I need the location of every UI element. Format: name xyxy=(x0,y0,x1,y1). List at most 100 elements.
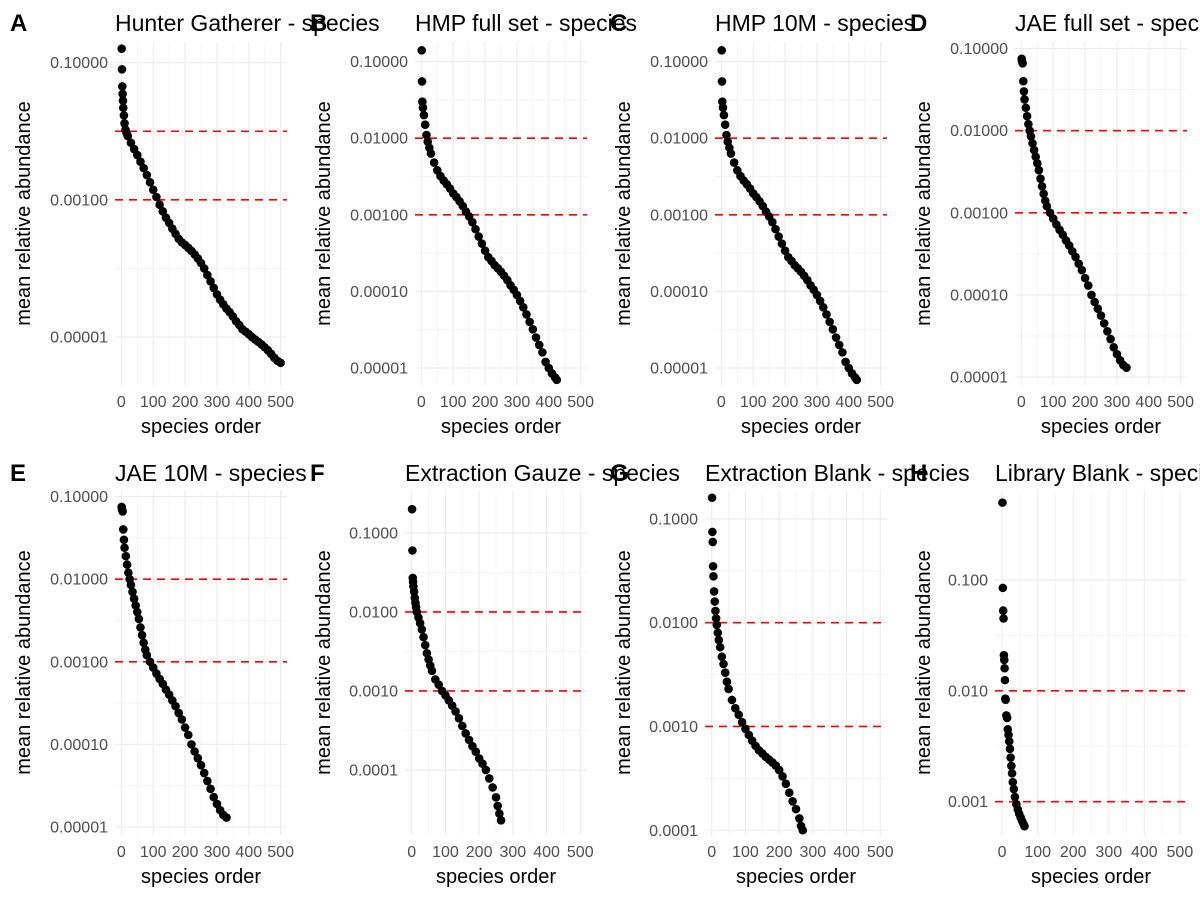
data-point xyxy=(121,551,131,561)
y-axis-label: mean relative abundance xyxy=(313,550,335,775)
data-point xyxy=(1000,675,1010,685)
data-point xyxy=(177,715,187,724)
x-tick-label: 300 xyxy=(800,844,827,861)
x-tick-label: 200 xyxy=(472,394,499,411)
data-point xyxy=(852,375,862,385)
data-point xyxy=(118,525,128,534)
data-point xyxy=(768,217,777,227)
data-point xyxy=(998,606,1008,615)
x-tick-label: 100 xyxy=(732,844,759,861)
data-point xyxy=(457,721,467,731)
data-point xyxy=(1009,784,1019,794)
data-point xyxy=(1002,713,1012,723)
data-point xyxy=(1122,363,1131,372)
x-tick-label: 200 xyxy=(466,844,493,861)
data-point xyxy=(131,601,141,610)
data-point xyxy=(1099,319,1109,328)
data-point xyxy=(417,77,427,86)
data-point xyxy=(142,650,152,660)
data-point xyxy=(1071,252,1080,262)
x-tick-label: 200 xyxy=(772,394,799,411)
data-point xyxy=(407,504,417,514)
data-point xyxy=(132,150,142,160)
data-point xyxy=(718,103,728,112)
data-point xyxy=(1090,297,1099,307)
data-point xyxy=(1039,189,1048,199)
data-point xyxy=(134,614,144,624)
y-tick-label: 0.0010 xyxy=(349,683,398,700)
x-axis-label: species order xyxy=(1041,416,1161,438)
data-point xyxy=(722,677,732,687)
data-point xyxy=(731,703,740,713)
panel-f: 0.1000 0.0100 0.0010 0.0001 0 100 200 300 400 500… xyxy=(310,460,680,888)
data-point xyxy=(1024,119,1033,129)
data-point xyxy=(117,44,126,53)
x-tick-label: 0 xyxy=(407,844,416,861)
data-point xyxy=(420,120,430,129)
data-point xyxy=(777,239,787,248)
x-tick-label: 100 xyxy=(740,394,767,411)
data-point xyxy=(118,82,127,91)
panel-e: 0.10000 0.01000 0.00100 0.00010 0.00001 0 100 2… xyxy=(10,460,307,888)
data-point xyxy=(831,333,841,342)
data-point xyxy=(1042,201,1052,211)
data-point xyxy=(495,809,504,818)
data-point xyxy=(708,537,718,547)
data-point xyxy=(711,614,721,623)
panel-title: Hunter Gatherer - species xyxy=(115,10,380,36)
x-tick-label: 0 xyxy=(707,844,716,861)
data-point xyxy=(1008,777,1018,787)
data-point xyxy=(1074,259,1084,268)
data-point xyxy=(426,149,436,158)
panel-tag: E xyxy=(10,460,26,487)
data-point xyxy=(137,630,147,640)
data-point xyxy=(531,333,541,342)
panel-a: 0.10000 0.00100 0.00001 0 100 200 300 400 500 spe… xyxy=(10,10,380,438)
x-axis-label: species order xyxy=(436,866,556,888)
y-tick-label: 0.01000 xyxy=(950,123,1008,140)
panel-tag: G xyxy=(610,460,629,487)
data-point xyxy=(719,110,729,120)
data-point xyxy=(999,614,1008,623)
data-point xyxy=(719,659,728,669)
x-tick-label: 400 xyxy=(535,394,562,411)
x-tick-label: 0 xyxy=(417,394,426,411)
data-point xyxy=(196,760,206,770)
y-tick-label: 0.00010 xyxy=(50,737,108,754)
data-point xyxy=(468,217,477,227)
data-point xyxy=(534,340,544,350)
x-tick-label: 0 xyxy=(998,844,1007,861)
x-axis-label: species order xyxy=(1031,866,1151,888)
panel-tag: B xyxy=(310,10,327,37)
data-point xyxy=(1103,327,1112,336)
y-axis-label: mean relative abundance xyxy=(13,550,35,775)
x-tick-label: 100 xyxy=(1024,844,1051,861)
data-point xyxy=(118,89,127,99)
panel-title: Extraction Gauze - species xyxy=(405,460,680,486)
data-point xyxy=(408,546,417,555)
panel-title: Extraction Blank - species xyxy=(705,460,970,486)
x-tick-label: 100 xyxy=(140,394,167,411)
data-point xyxy=(187,740,196,749)
data-point xyxy=(1109,343,1119,352)
x-tick-label: 500 xyxy=(267,844,294,861)
x-tick-label: 100 xyxy=(1040,394,1067,411)
y-tick-label: 0.01000 xyxy=(50,572,108,589)
data-point xyxy=(429,158,439,167)
data-point xyxy=(180,723,190,732)
x-tick-label: 500 xyxy=(567,844,594,861)
data-point xyxy=(781,779,791,789)
y-tick-label: 0.010 xyxy=(948,683,988,700)
data-point xyxy=(1004,737,1014,746)
data-point xyxy=(1010,792,1020,802)
data-point xyxy=(528,325,538,334)
data-point xyxy=(480,246,490,255)
data-point xyxy=(711,606,720,616)
data-point xyxy=(145,178,155,187)
data-point xyxy=(1080,273,1090,283)
x-tick-label: 300 xyxy=(204,394,231,411)
data-point xyxy=(1031,152,1041,162)
data-point xyxy=(222,813,231,822)
data-point xyxy=(552,375,562,385)
x-tick-label: 300 xyxy=(500,844,527,861)
